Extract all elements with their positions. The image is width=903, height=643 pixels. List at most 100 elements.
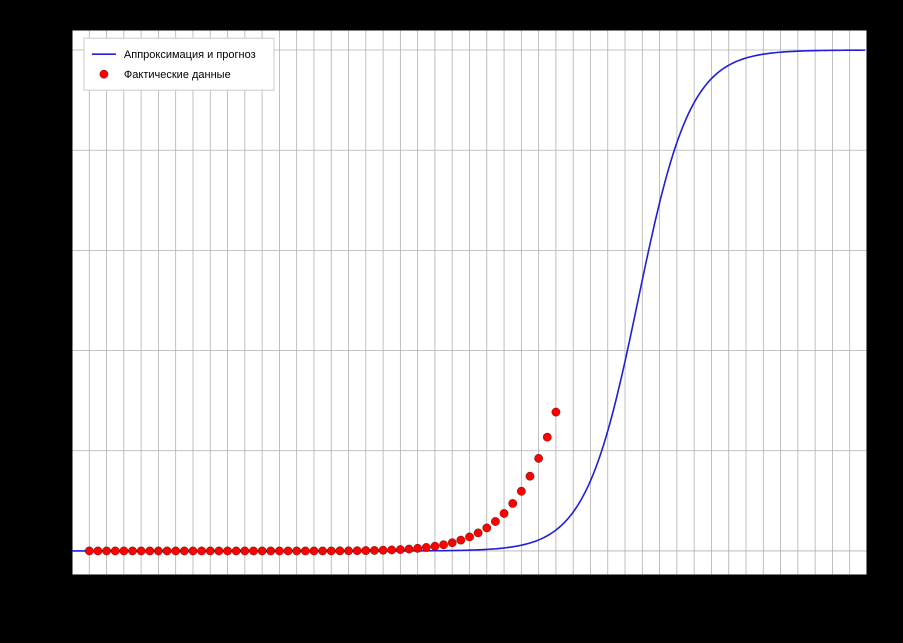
data-point [362, 546, 370, 554]
xtick-label: 50 [516, 582, 528, 593]
xtick-label: 82 [792, 582, 804, 593]
data-point [171, 547, 179, 555]
xtick-label: 52 [533, 582, 545, 593]
data-point [457, 536, 465, 544]
data-point [405, 545, 413, 553]
xtick-label: 54 [550, 582, 562, 593]
data-point [258, 547, 266, 555]
data-point [154, 547, 162, 555]
data-point [413, 544, 421, 552]
xtick-label: 76 [740, 582, 752, 593]
data-point [327, 547, 335, 555]
data-point [241, 547, 249, 555]
xtick-label: 60 [602, 582, 614, 593]
xtick-label: 84 [810, 582, 822, 593]
xtick-label: 2 [104, 582, 110, 593]
xtick-label: 90 [861, 582, 873, 593]
xtick-label: 80 [775, 582, 787, 593]
data-point [292, 547, 300, 555]
xtick-label: 10 [170, 582, 182, 593]
xtick-label: 64 [637, 582, 649, 593]
data-point [111, 547, 119, 555]
xtick-label: 58 [585, 582, 597, 593]
data-point [163, 547, 171, 555]
data-point [197, 547, 205, 555]
data-point [275, 547, 283, 555]
xtick-label: 24 [291, 582, 303, 593]
data-point [388, 546, 396, 554]
xtick-label: 38 [412, 582, 424, 593]
data-point [232, 547, 240, 555]
data-point [189, 547, 197, 555]
xtick-label: 70 [689, 582, 701, 593]
xtick-label: 46 [481, 582, 493, 593]
data-point [517, 487, 525, 495]
xtick-label: 26 [308, 582, 320, 593]
data-point [102, 547, 110, 555]
xtick-label: 20 [257, 582, 269, 593]
data-point [249, 547, 257, 555]
data-point [94, 547, 102, 555]
data-point [534, 454, 542, 462]
xtick-label: 48 [499, 582, 511, 593]
ytick-label: 1000000 [26, 346, 65, 357]
xtick-label: 66 [654, 582, 666, 593]
legend-label: Фактические данные [124, 69, 231, 81]
xtick-label: 78 [758, 582, 770, 593]
xtick-label: 56 [568, 582, 580, 593]
data-point [500, 509, 508, 517]
data-point [310, 547, 318, 555]
ytick-label: 1500000 [26, 245, 65, 256]
data-point [353, 547, 361, 555]
xtick-label: 68 [671, 582, 683, 593]
xtick-label: 4 [121, 582, 127, 593]
ytick-label: 2000000 [26, 145, 65, 156]
data-point [439, 541, 447, 549]
data-point [509, 499, 517, 507]
data-point [465, 533, 473, 541]
xtick-label: 6 [138, 582, 144, 593]
data-point [284, 547, 292, 555]
data-point [267, 547, 275, 555]
xtick-label: 14 [205, 582, 217, 593]
ytick-label: 0 [59, 546, 65, 557]
data-point [318, 547, 326, 555]
data-point [223, 547, 231, 555]
xtick-label: 8 [156, 582, 162, 593]
data-point [422, 543, 430, 551]
xtick-label: 62 [619, 582, 631, 593]
xtick-label: 34 [378, 582, 390, 593]
data-point [526, 472, 534, 480]
data-point [483, 524, 491, 532]
data-point [301, 547, 309, 555]
xtick-label: 0 [87, 582, 93, 593]
data-point [474, 529, 482, 537]
xtick-label: 42 [447, 582, 459, 593]
data-point [448, 539, 456, 547]
data-point [370, 546, 378, 554]
data-point [85, 547, 93, 555]
xtick-label: 72 [706, 582, 718, 593]
data-point [396, 545, 404, 553]
ytick-label: 500000 [32, 446, 66, 457]
logistic-fit-chart: 0246810121416182022242628303234363840424… [0, 0, 903, 643]
data-point [552, 408, 560, 416]
data-point [543, 433, 551, 441]
xtick-label: 16 [222, 582, 234, 593]
data-point [431, 542, 439, 550]
data-point [128, 547, 136, 555]
data-point [491, 517, 499, 525]
xtick-label: 74 [723, 582, 735, 593]
xtick-label: 44 [464, 582, 476, 593]
xtick-label: 32 [360, 582, 372, 593]
data-point [146, 547, 154, 555]
xtick-label: 86 [827, 582, 839, 593]
legend: Аппроксимация и прогнозФактические данны… [84, 38, 274, 90]
data-point [180, 547, 188, 555]
data-point [137, 547, 145, 555]
ytick-label: 2500000 [26, 45, 65, 56]
xtick-label: 28 [326, 582, 338, 593]
xtick-label: 18 [239, 582, 251, 593]
data-point [336, 547, 344, 555]
data-point [215, 547, 223, 555]
